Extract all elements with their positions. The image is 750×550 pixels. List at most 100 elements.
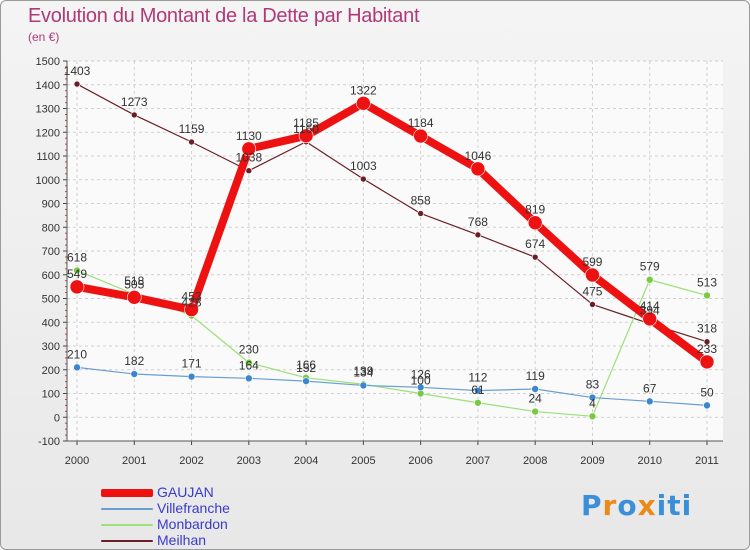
data-point-villefranche — [359, 381, 368, 390]
data-label-meilhan: 1160 — [293, 122, 319, 136]
brand-logo: Proxiti — [581, 489, 692, 522]
data-point-villefranche — [703, 401, 711, 410]
data-point-gaujan — [69, 279, 85, 295]
y-tick-label: 300 — [42, 341, 60, 353]
data-label-monbardon: 4 — [589, 396, 596, 410]
brand-letter: P — [581, 489, 603, 522]
data-label-villefranche: 152 — [296, 361, 316, 375]
data-point-monbardon — [703, 291, 711, 300]
y-tick-label: 1500 — [36, 56, 60, 68]
data-label-meilhan: 475 — [582, 284, 602, 298]
chart-title: Evolution du Montant de la Dette par Hab… — [28, 5, 420, 27]
y-tick-label: 500 — [42, 294, 60, 306]
data-point-gaujan — [527, 215, 543, 231]
y-tick-label: 1100 — [36, 151, 60, 163]
data-point-gaujan — [470, 161, 486, 177]
data-point-villefranche — [245, 374, 253, 383]
data-label-gaujan: 505 — [124, 277, 144, 291]
data-label-villefranche: 112 — [468, 371, 487, 385]
data-label-gaujan: 233 — [697, 342, 717, 356]
brand-letter: t — [667, 489, 682, 522]
legend-label: Villefranche — [157, 500, 230, 516]
data-label-monbardon: 24 — [529, 392, 543, 406]
x-tick-label: 2000 — [65, 455, 89, 467]
data-label-monbardon: 61 — [471, 383, 485, 397]
data-point-monbardon — [73, 266, 81, 275]
data-point-villefranche — [187, 372, 196, 381]
legend-label: Meilhan — [157, 532, 207, 548]
data-label-gaujan: 1185 — [293, 116, 319, 130]
data-point-villefranche — [474, 386, 482, 395]
data-point-monbardon — [531, 407, 539, 416]
data-point-villefranche — [73, 363, 81, 372]
data-point-meilhan — [188, 138, 195, 146]
series-line-villefranche — [76, 366, 708, 406]
brand-letter: i — [656, 489, 668, 522]
data-label-villefranche: 83 — [586, 378, 600, 392]
data-point-meilhan — [703, 338, 711, 346]
data-label-monbardon: 518 — [124, 274, 144, 288]
data-label-meilhan: 1159 — [179, 122, 205, 136]
x-tick-label: 2006 — [408, 455, 432, 467]
x-tick-label: 2011 — [695, 455, 719, 467]
data-label-villefranche: 126 — [411, 367, 431, 381]
data-label-meilhan: 1038 — [235, 151, 262, 165]
x-tick-label: 2004 — [294, 455, 318, 467]
data-label-monbardon: 513 — [697, 275, 717, 289]
data-point-gaujan — [298, 128, 314, 144]
y-tick-label: 900 — [42, 199, 60, 211]
data-point-gaujan — [413, 128, 428, 144]
data-point-monbardon — [474, 398, 482, 407]
data-point-meilhan — [360, 175, 367, 183]
y-tick-label: 200 — [42, 365, 60, 377]
data-label-monbardon: 579 — [640, 260, 660, 274]
data-label-villefranche: 134 — [353, 365, 373, 379]
data-point-villefranche — [302, 377, 310, 385]
y-tick-label: 1300 — [36, 104, 60, 116]
data-label-gaujan: 453 — [182, 290, 202, 304]
data-label-monbardon: 618 — [67, 250, 87, 264]
data-label-meilhan: 1003 — [350, 159, 377, 173]
legend-swatch — [101, 540, 153, 542]
y-tick-label: 800 — [42, 222, 60, 234]
data-label-villefranche: 119 — [526, 369, 545, 383]
data-label-meilhan: 318 — [697, 322, 717, 336]
data-point-gaujan — [699, 354, 715, 370]
y-tick-label: 600 — [42, 270, 60, 282]
data-label-meilhan: 1273 — [121, 95, 148, 109]
brand-letter: r — [602, 489, 618, 522]
data-point-villefranche — [588, 393, 597, 402]
data-label-gaujan: 1130 — [236, 129, 262, 143]
y-tick-label: -100 — [38, 436, 60, 448]
y-tick-label: 1000 — [36, 175, 60, 187]
data-point-gaujan — [241, 141, 257, 157]
data-label-gaujan: 819 — [525, 203, 545, 217]
series-line-monbardon — [76, 269, 708, 417]
data-label-monbardon: 428 — [182, 296, 202, 310]
data-label-gaujan: 1184 — [408, 116, 434, 130]
series-line-meilhan — [76, 83, 708, 343]
data-point-villefranche — [130, 370, 139, 378]
data-point-meilhan — [73, 80, 81, 88]
series-line-gaujan — [73, 99, 711, 366]
x-tick-label: 2007 — [466, 455, 490, 467]
data-label-villefranche: 182 — [124, 354, 144, 368]
x-tick-label: 2008 — [523, 455, 547, 467]
x-tick-label: 2009 — [580, 455, 604, 467]
x-tick-label: 2002 — [179, 455, 203, 467]
data-point-meilhan — [245, 167, 253, 175]
data-label-villefranche: 171 — [182, 357, 202, 371]
data-point-meilhan — [474, 231, 482, 239]
data-point-gaujan — [184, 302, 199, 317]
unit-label: (en €) — [28, 30, 60, 44]
data-label-meilhan: 674 — [525, 237, 545, 251]
data-label-villefranche: 50 — [700, 385, 714, 399]
data-label-meilhan: 394 — [640, 304, 660, 318]
data-point-monbardon — [645, 275, 654, 284]
y-tick-label: 1200 — [36, 127, 60, 139]
data-label-monbardon: 230 — [239, 343, 259, 357]
x-tick-label: 2005 — [351, 455, 375, 467]
data-label-gaujan: 599 — [582, 255, 602, 269]
